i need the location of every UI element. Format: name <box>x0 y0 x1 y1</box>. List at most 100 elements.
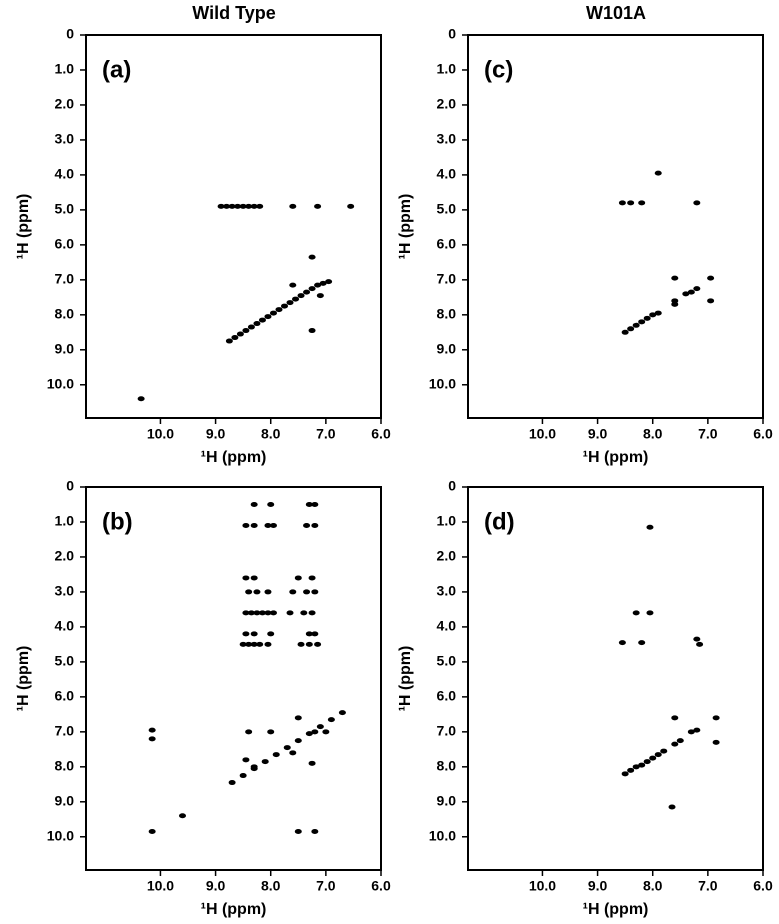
peak <box>253 321 261 327</box>
y-tick-label: 8.0 <box>55 306 75 322</box>
peak <box>654 170 662 176</box>
y-tick-label: 1.0 <box>437 61 457 77</box>
y-tick-label: 8.0 <box>437 758 457 774</box>
peak <box>322 729 330 735</box>
peak <box>693 200 701 206</box>
x-tick-label: 9.0 <box>588 878 608 894</box>
peak <box>649 312 657 318</box>
peak <box>289 589 297 595</box>
peak <box>308 328 316 334</box>
panel-label: (c) <box>484 56 513 83</box>
y-tick-label: 6.0 <box>55 236 75 252</box>
y-tick-label: 4.0 <box>437 166 457 182</box>
peak <box>671 741 679 747</box>
peak <box>308 760 316 766</box>
plot-frame <box>85 486 382 871</box>
y-tick-label: 1.0 <box>55 61 75 77</box>
peak <box>621 329 629 335</box>
peak <box>137 396 145 402</box>
peak <box>286 610 294 616</box>
peak <box>311 501 319 507</box>
peak <box>148 829 156 835</box>
peak <box>347 203 355 209</box>
y-tick-label: 3.0 <box>437 583 457 599</box>
peak <box>305 631 313 637</box>
peak <box>676 738 684 744</box>
peak <box>316 724 324 730</box>
peak <box>707 298 715 304</box>
y-tick-label: 2.0 <box>437 548 457 564</box>
peak <box>261 759 269 765</box>
x-tick-label: 8.0 <box>261 878 281 894</box>
peak <box>303 589 311 595</box>
y-tick-label: 9.0 <box>437 792 457 808</box>
y-tick-label: 2.0 <box>55 96 75 112</box>
peak <box>654 752 662 758</box>
y-tick-label: 7.0 <box>55 723 75 739</box>
peak <box>250 766 258 772</box>
peak <box>682 291 690 297</box>
y-tick-label: 10.0 <box>47 375 74 391</box>
peak <box>338 710 346 716</box>
peak <box>253 589 261 595</box>
peak <box>660 748 668 754</box>
plot-frame <box>467 34 764 419</box>
peak <box>269 610 277 616</box>
peak <box>250 522 258 528</box>
y-tick-label: 2.0 <box>437 96 457 112</box>
peak <box>300 610 308 616</box>
peak <box>225 338 233 344</box>
y-tick-label: 4.0 <box>437 618 457 634</box>
peak <box>643 315 651 321</box>
peak <box>618 200 626 206</box>
peak <box>303 522 311 528</box>
plot-frame <box>85 34 382 419</box>
peak <box>267 631 275 637</box>
peak <box>247 324 255 330</box>
y-tick-label: 10.0 <box>429 827 456 843</box>
peak <box>303 289 311 295</box>
peak <box>264 641 272 647</box>
peak <box>245 729 253 735</box>
peak <box>250 203 258 209</box>
peak <box>250 501 258 507</box>
peak <box>693 636 701 642</box>
x-axis-label: ¹H (ppm) <box>201 449 267 466</box>
peak <box>693 286 701 292</box>
x-tick-label: 6.0 <box>753 878 773 894</box>
peak <box>228 780 236 786</box>
peak <box>283 745 291 751</box>
peak <box>286 300 294 306</box>
peak <box>267 501 275 507</box>
peak <box>245 203 253 209</box>
peak <box>671 301 679 307</box>
peak <box>308 286 316 292</box>
peak <box>638 319 646 325</box>
peak <box>649 755 657 761</box>
peak <box>314 282 322 288</box>
peak <box>292 296 300 302</box>
y-tick-label: 5.0 <box>55 201 75 217</box>
peak <box>297 293 305 299</box>
y-tick-label: 6.0 <box>437 236 457 252</box>
peak <box>319 280 327 286</box>
column-title: Wild Type <box>192 3 276 23</box>
peak <box>264 589 272 595</box>
peak <box>264 314 272 320</box>
peak <box>269 310 277 316</box>
peak <box>258 610 266 616</box>
x-tick-label: 10.0 <box>147 878 174 894</box>
peak <box>289 282 297 288</box>
y-tick-label: 6.0 <box>437 688 457 704</box>
x-tick-label: 7.0 <box>316 426 336 442</box>
peak <box>308 610 316 616</box>
x-tick-label: 10.0 <box>147 426 174 442</box>
peak <box>253 610 261 616</box>
peak <box>305 731 313 737</box>
x-tick-label: 8.0 <box>643 878 663 894</box>
y-axis-label: ¹H (ppm) <box>15 194 32 260</box>
panel-label: (d) <box>484 508 515 535</box>
peak <box>289 203 297 209</box>
peak <box>638 762 646 768</box>
